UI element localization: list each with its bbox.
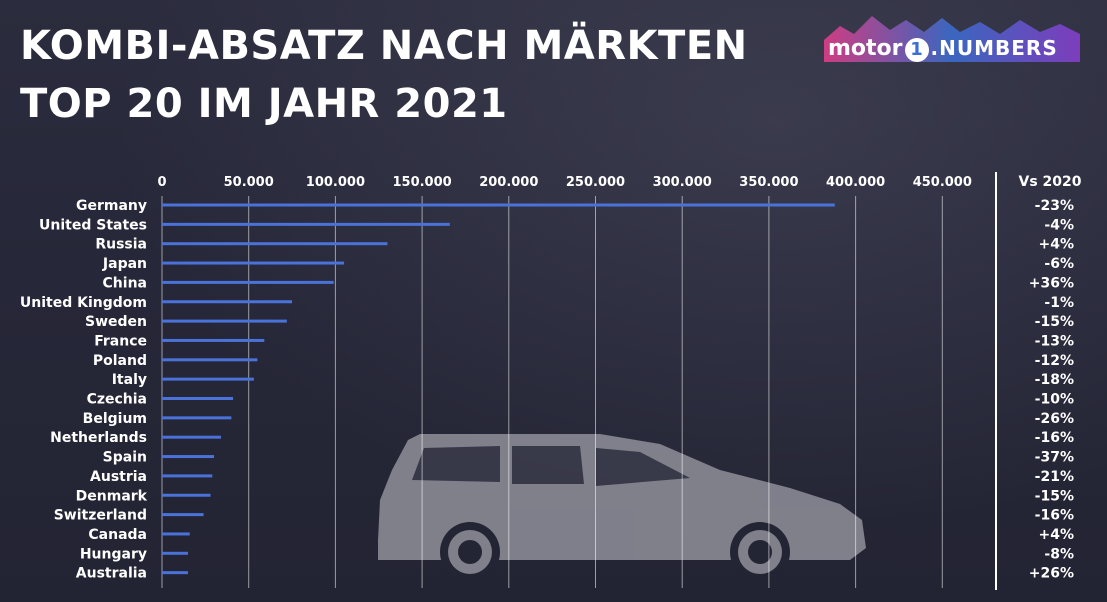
x-tick-label: 200.000	[479, 175, 538, 190]
x-tick-label: 400.000	[826, 175, 885, 190]
bar-czechia	[162, 397, 234, 400]
change-value: +4%	[1039, 527, 1075, 543]
change-value: -15%	[1035, 488, 1074, 504]
logo-numbers-text: .NUMBERS	[930, 36, 1058, 60]
x-tick-label: 100.000	[306, 175, 365, 190]
category-label: Switzerland	[54, 508, 147, 524]
change-value: +36%	[1029, 275, 1074, 291]
change-value: -18%	[1035, 372, 1074, 388]
change-value: -8%	[1044, 546, 1074, 562]
chart-title-line-1: KOMBI-ABSATZ NACH MÄRKTEN	[20, 23, 748, 69]
change-value: -37%	[1035, 450, 1074, 466]
category-label: Hungary	[80, 546, 147, 562]
category-label: Italy	[112, 372, 147, 388]
change-value: +4%	[1039, 237, 1075, 253]
x-tick-label: 350.000	[739, 175, 798, 190]
chart-title-line-2: TOP 20 IM JAHR 2021	[20, 81, 508, 127]
category-label: United Kingdom	[20, 295, 147, 311]
change-value: -1%	[1044, 295, 1074, 311]
change-value: -16%	[1035, 430, 1074, 446]
category-label: Russia	[95, 237, 147, 253]
x-tick-label: 150.000	[392, 175, 451, 190]
bar-austria	[162, 474, 213, 478]
bar-belgium	[162, 416, 232, 420]
change-value: -10%	[1035, 392, 1074, 408]
car-silhouette	[378, 434, 866, 582]
x-tick-label: 0	[157, 175, 166, 190]
bar-hungary	[162, 551, 189, 555]
category-label: France	[94, 333, 147, 349]
category-label: Spain	[103, 450, 147, 466]
category-label: Czechia	[87, 392, 147, 408]
bar-spain	[162, 455, 215, 459]
bar-canada	[162, 532, 190, 536]
logo-word: motor	[828, 36, 903, 61]
category-label: Austria	[90, 469, 147, 485]
bar-netherlands	[162, 435, 221, 439]
bar-japan	[162, 261, 345, 265]
change-value: -26%	[1035, 411, 1074, 427]
category-label: Germany	[76, 198, 147, 214]
grid-lines	[161, 196, 943, 588]
bar-germany	[162, 203, 835, 207]
category-label: Sweden	[85, 314, 147, 330]
change-value: -12%	[1035, 353, 1074, 369]
bar-switzerland	[162, 513, 204, 517]
change-value: +26%	[1029, 566, 1074, 582]
x-axis-ticks: 0 50.000 100.000 150.000 200.000 250.000 300.0…	[157, 175, 971, 190]
category-label: Canada	[88, 527, 147, 543]
bar-china	[162, 280, 334, 284]
category-label: Australia	[76, 566, 147, 582]
bar-united-states	[162, 222, 450, 226]
category-label: Netherlands	[50, 430, 147, 446]
category-label: United States	[39, 217, 147, 233]
brand-logo: motor 1 .NUMBERS	[820, 10, 1085, 70]
change-value: -23%	[1035, 198, 1074, 214]
category-label: Japan	[102, 256, 147, 272]
x-tick-label: 50.000	[224, 175, 274, 190]
change-value: -16%	[1035, 508, 1074, 524]
bar-italy	[162, 377, 254, 381]
bar-sweden	[162, 319, 287, 323]
logo-mountain-graphic	[824, 16, 1080, 62]
category-label: Poland	[93, 353, 147, 369]
category-label: China	[103, 275, 147, 291]
change-value: -6%	[1044, 256, 1074, 272]
bars	[162, 203, 835, 575]
change-value: -4%	[1044, 217, 1074, 233]
category-label: Denmark	[76, 488, 148, 504]
change-value: -21%	[1035, 469, 1074, 485]
change-value: -13%	[1035, 333, 1074, 349]
logo-one-icon: 1	[904, 38, 929, 62]
x-tick-label: 300.000	[653, 175, 712, 190]
category-labels: Germany United States Russia Japan China Unit…	[20, 198, 148, 582]
bar-australia	[162, 571, 189, 575]
x-tick-label: 450.000	[913, 175, 972, 190]
change-value: -15%	[1035, 314, 1074, 330]
category-label: Belgium	[83, 411, 147, 427]
bar-russia	[162, 242, 388, 246]
change-column-header: Vs 2020	[1018, 174, 1081, 190]
bar-united-kingdom	[162, 300, 293, 304]
bar-denmark	[162, 493, 211, 497]
change-values: -23% -4% +4% -6% +36% -1% -15% -13% -12% -18% -10%…	[1029, 198, 1074, 582]
bar-france	[162, 338, 265, 342]
bar-poland	[162, 358, 258, 362]
x-tick-label: 250.000	[566, 175, 625, 190]
